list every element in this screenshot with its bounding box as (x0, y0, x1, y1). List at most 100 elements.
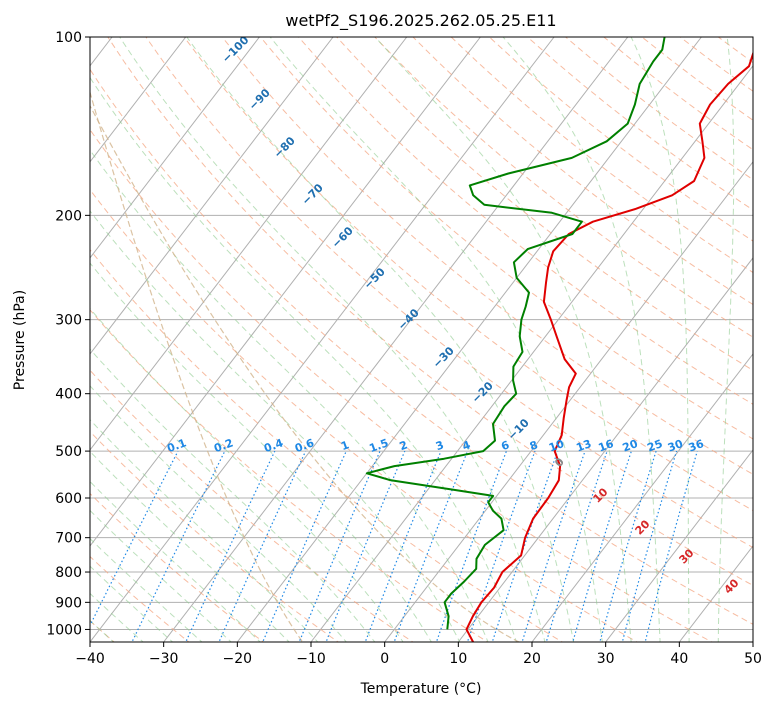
mixing-ratio-line (491, 450, 559, 642)
mixing-ratio-line (185, 450, 276, 642)
dewpoint-profile-line (365, 37, 666, 630)
dry-adiabat-line (183, 37, 753, 512)
y-axis-label: Pressure (hPa) (12, 290, 28, 390)
dry-adiabat-line (90, 128, 713, 642)
dry-adiabat-line (90, 430, 340, 642)
moist-adiabat-line (269, 37, 603, 642)
moist-adiabat-line (374, 37, 632, 642)
moist-adiabat-line (90, 262, 432, 642)
isotherm-line (90, 37, 481, 547)
isotherm-line (90, 37, 260, 259)
mixing-ratio-line (298, 450, 381, 642)
mixing-ratio-label: 30 (666, 437, 685, 455)
y-tick-label: 700 (55, 531, 82, 547)
mixing-ratio-label: 20 (621, 437, 640, 455)
grid-layer (90, 37, 753, 642)
isotherm-line (90, 37, 334, 355)
mixing-ratio-label: 13 (574, 437, 593, 454)
label-layer: 0.1 0.2 0.4 0.6 1 1.5 2 3 4 6 8 10 13 16 20 25 30 36−100−… (165, 33, 741, 596)
x-tick-label: −40 (75, 651, 105, 667)
moist-adiabat-line (502, 37, 661, 642)
mixing-ratio-label: 36 (687, 437, 706, 455)
mixing-ratio-label: 1.5 (367, 436, 390, 455)
isotherm-line (90, 37, 408, 451)
mixing-ratio-line (644, 450, 698, 642)
isotherm-line (531, 353, 753, 642)
moist-adiabat-line (90, 450, 290, 642)
moist-adiabat-line (630, 37, 690, 642)
x-tick-label: 0 (380, 651, 389, 667)
moist-adiabat-line (119, 37, 546, 642)
y-tick-label: 1000 (46, 622, 82, 638)
y-tick-label: 600 (55, 491, 82, 507)
isotherm-line (90, 37, 555, 642)
isotherm-line (90, 37, 187, 163)
reference-curve (90, 90, 304, 642)
moist-adiabat-line (90, 480, 261, 642)
moist-adiabat-line (90, 210, 461, 642)
chart-title: wetPf2_S196.2025.262.05.25.E11 (285, 11, 556, 31)
mixing-ratio-label: 0.6 (293, 436, 316, 455)
x-tick-label: −20 (223, 651, 253, 667)
isotherm-line (236, 37, 702, 642)
dry-adiabat-line (90, 188, 639, 642)
x-tick-label: −10 (296, 651, 326, 667)
mixing-ratio-label: 3 (434, 438, 446, 453)
y-tick-label: 200 (55, 208, 82, 224)
moist-adiabat-line (90, 149, 489, 642)
isotherm-line (384, 161, 753, 642)
y-tick-label: 500 (55, 444, 82, 460)
temperature-profile-line (465, 50, 753, 642)
moist-adiabat-line (90, 509, 232, 642)
mixing-ratio-label: 1 (339, 438, 351, 453)
mixing-ratio-line (90, 450, 179, 627)
x-tick-label: 50 (744, 651, 762, 667)
mixing-ratio-label: 8 (528, 438, 540, 453)
x-axis: −40 −30 −20 −10 0 10 20 30 40 50 (75, 642, 762, 667)
mixing-ratio-label: 4 (461, 438, 473, 453)
x-tick-label: 20 (523, 651, 541, 667)
mixing-ratio-label: 0.4 (262, 436, 285, 455)
dry-adiabat-line (412, 37, 753, 306)
dry-adiabat-line (260, 37, 753, 440)
mixing-ratio-label: 6 (499, 438, 511, 453)
isotherm-line (457, 257, 753, 642)
moist-adiabat-line (90, 592, 144, 642)
x-tick-label: −30 (149, 651, 179, 667)
reference-curve (90, 104, 521, 642)
moist-adiabat-line (717, 37, 735, 642)
mixing-ratio-line (545, 450, 608, 642)
moist-adiabat-line (90, 307, 404, 642)
moist-adiabat-line (90, 537, 203, 642)
mixing-ratio-line (466, 450, 536, 642)
mixing-ratio-line (435, 450, 507, 642)
mixing-ratio-label: 25 (645, 437, 664, 454)
mixing-ratio-line (621, 450, 678, 642)
moist-adiabat-line (90, 565, 174, 642)
moist-adiabat-line (90, 348, 376, 642)
isotherm-line (163, 37, 629, 642)
adiabat-layer (90, 37, 753, 642)
y-tick-label: 100 (55, 30, 82, 46)
isotherm-line (310, 64, 753, 642)
x-tick-label: 30 (597, 651, 615, 667)
dry-adiabat-line (221, 37, 753, 475)
mixing-ratio-line (572, 450, 632, 642)
mixing-ratio-label: 10 (547, 437, 566, 455)
mixing-ratio-line (599, 450, 657, 642)
mixing-ratio-line (364, 450, 442, 642)
dry-adiabat-line (90, 369, 414, 642)
dry-adiabat-line (298, 37, 753, 405)
y-tick-label: 400 (55, 387, 82, 403)
y-tick-label: 300 (55, 313, 82, 329)
mixing-ratio-line (393, 450, 469, 642)
x-axis-label: Temperature (°C) (360, 681, 482, 697)
x-tick-label: 40 (670, 651, 688, 667)
series-layer (365, 37, 753, 642)
isotherm-line (605, 449, 753, 642)
moist-adiabat-line (186, 37, 575, 642)
mixing-ratio-label: 0.2 (212, 436, 235, 455)
moist-adiabat-line (90, 419, 319, 642)
